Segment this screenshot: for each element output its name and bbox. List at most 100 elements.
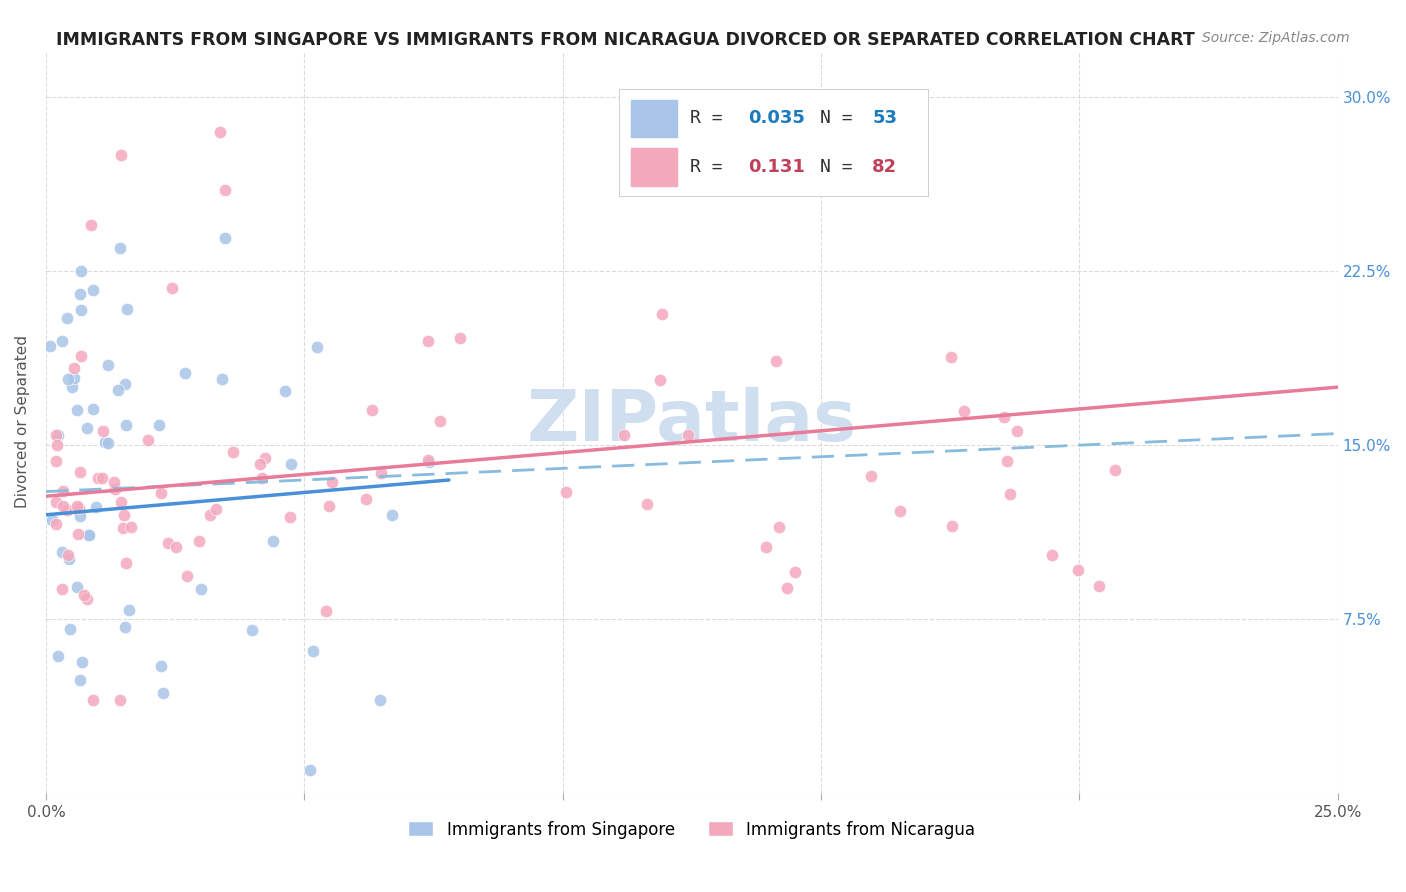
Point	[77, 527, 100, 541]
Point	[173, 366, 195, 380]
Point	[755, 541, 778, 555]
Y-axis label: Divorced or Separated: Divorced or Separated	[15, 335, 30, 508]
Point	[429, 414, 451, 428]
Point	[97, 436, 120, 450]
Point	[783, 565, 806, 579]
Point	[249, 457, 271, 471]
Point	[859, 469, 882, 483]
Text: R =: R =	[690, 159, 744, 177]
Point	[82, 402, 104, 417]
Point	[939, 351, 962, 365]
Point	[118, 603, 141, 617]
Text: 0.035: 0.035	[748, 109, 806, 127]
Point	[48, 427, 70, 442]
Point	[112, 521, 135, 535]
Point	[70, 302, 93, 317]
Point	[765, 353, 787, 368]
Point	[381, 508, 404, 523]
Point	[205, 501, 228, 516]
Point	[60, 380, 83, 394]
Point	[115, 302, 138, 317]
Point	[66, 403, 89, 417]
Point	[51, 545, 73, 559]
Point	[56, 503, 79, 517]
Point	[76, 421, 98, 435]
Bar	[631, 148, 678, 186]
Point	[254, 450, 277, 465]
Point	[361, 403, 384, 417]
Point	[112, 508, 135, 522]
Point	[176, 569, 198, 583]
Point	[82, 283, 104, 297]
Point	[73, 587, 96, 601]
Point	[1104, 463, 1126, 477]
Point	[148, 418, 170, 433]
Point	[240, 624, 263, 638]
Point	[45, 454, 67, 468]
Point	[1088, 579, 1111, 593]
Legend: Immigrants from Singapore, Immigrants from Nicaragua: Immigrants from Singapore, Immigrants fr…	[402, 814, 981, 846]
Point	[70, 349, 93, 363]
Point	[108, 693, 131, 707]
Point	[67, 526, 90, 541]
Point	[250, 471, 273, 485]
Point	[149, 486, 172, 500]
Point	[157, 536, 180, 550]
Point	[165, 541, 187, 555]
Point	[368, 693, 391, 707]
Point	[1040, 548, 1063, 562]
Point	[46, 648, 69, 663]
Point	[214, 231, 236, 245]
Point	[768, 520, 790, 534]
Point	[77, 528, 100, 542]
Point	[305, 339, 328, 353]
Point	[136, 433, 159, 447]
Point	[70, 264, 93, 278]
Point	[66, 500, 89, 514]
Point	[45, 428, 67, 442]
Point	[51, 334, 73, 348]
Point	[321, 475, 343, 490]
Point	[370, 467, 392, 481]
Point	[114, 620, 136, 634]
Text: N =: N =	[820, 109, 863, 127]
Bar	[631, 100, 678, 137]
Point	[45, 516, 67, 531]
Point	[613, 428, 636, 442]
Point	[82, 693, 104, 707]
Point	[67, 500, 90, 515]
Point	[76, 591, 98, 606]
Point	[200, 508, 222, 523]
Point	[63, 370, 86, 384]
Point	[97, 358, 120, 372]
Point	[152, 686, 174, 700]
Point	[62, 361, 84, 376]
Point	[84, 500, 107, 514]
Point	[56, 548, 79, 562]
Point	[91, 424, 114, 438]
Point	[120, 520, 142, 534]
Point	[52, 500, 75, 514]
Point	[214, 183, 236, 197]
Point	[103, 475, 125, 490]
Point	[318, 499, 340, 513]
Point	[418, 334, 440, 349]
Point	[889, 504, 911, 518]
Point	[69, 287, 91, 301]
Point	[58, 552, 80, 566]
Point	[46, 438, 69, 452]
Point	[38, 339, 60, 353]
Point	[315, 603, 337, 617]
Point	[993, 410, 1015, 425]
Point	[59, 623, 82, 637]
Point	[449, 331, 471, 345]
Point	[555, 484, 578, 499]
Point	[149, 658, 172, 673]
Point	[69, 673, 91, 688]
Text: ZIPatlas: ZIPatlas	[527, 387, 856, 457]
Point	[356, 491, 378, 506]
Point	[80, 218, 103, 232]
Point	[45, 494, 67, 508]
Point	[1005, 424, 1028, 438]
Point	[56, 372, 79, 386]
